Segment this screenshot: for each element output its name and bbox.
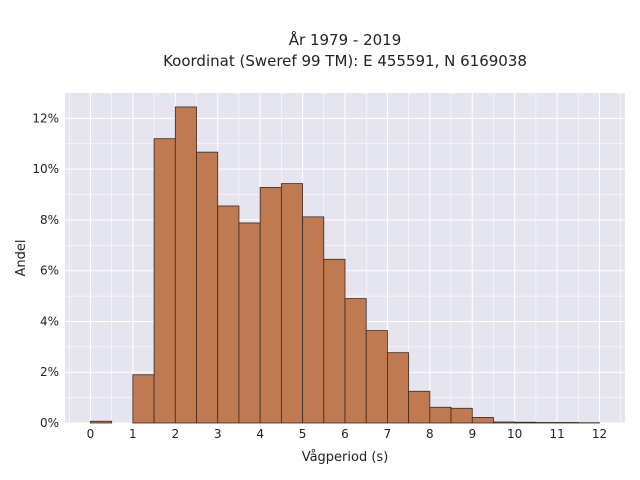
x-tick-label: 8 bbox=[426, 427, 434, 441]
histogram-bar bbox=[174, 106, 197, 424]
histogram-bar bbox=[535, 422, 558, 424]
histogram-bar bbox=[471, 417, 494, 424]
x-tick-label: 10 bbox=[507, 427, 522, 441]
y-tick-label: 0% bbox=[40, 416, 59, 430]
y-tick-label: 4% bbox=[40, 314, 59, 328]
histogram-bar bbox=[238, 222, 261, 424]
x-tick-label: 12 bbox=[592, 427, 607, 441]
bars-group bbox=[90, 106, 600, 424]
histogram-bar bbox=[259, 187, 282, 424]
y-tick-label: 6% bbox=[40, 264, 59, 278]
x-axis-ticks: 0 1 2 3 4 5 6 7 8 9 10 11 12 bbox=[87, 427, 608, 441]
histogram-bar bbox=[344, 298, 367, 424]
histogram-bar bbox=[514, 421, 537, 424]
histogram-bar bbox=[90, 420, 113, 424]
x-tick-label: 4 bbox=[256, 427, 264, 441]
histogram-bar bbox=[387, 352, 410, 424]
chart-title-line-1: År 1979 - 2019 bbox=[289, 30, 402, 49]
y-axis-ticks: 0% 2% 4% 6% 8% 10% 12% bbox=[32, 111, 59, 430]
x-tick-label: 5 bbox=[299, 427, 307, 441]
x-axis-label: Vågperiod (s) bbox=[302, 450, 389, 465]
x-tick-label: 1 bbox=[129, 427, 137, 441]
histogram-bar bbox=[217, 205, 240, 424]
histogram-bar bbox=[280, 183, 303, 424]
x-tick-label: 0 bbox=[87, 427, 95, 441]
x-tick-label: 3 bbox=[214, 427, 222, 441]
histogram-bar bbox=[323, 258, 346, 424]
x-tick-label: 6 bbox=[341, 427, 349, 441]
y-tick-label: 12% bbox=[32, 111, 59, 125]
histogram-bar bbox=[132, 374, 155, 424]
histogram-bar bbox=[429, 406, 452, 424]
histogram-bar bbox=[153, 138, 176, 424]
histogram-bar bbox=[408, 390, 431, 424]
chart-title-group: År 1979 - 2019 Koordinat (Sweref 99 TM): … bbox=[163, 30, 527, 70]
y-tick-label: 2% bbox=[40, 365, 59, 379]
histogram-bar bbox=[556, 422, 579, 424]
histogram-bar bbox=[365, 330, 388, 424]
y-tick-label: 10% bbox=[32, 162, 59, 176]
histogram-bar bbox=[196, 151, 219, 424]
x-tick-label: 9 bbox=[468, 427, 476, 441]
x-tick-label: 7 bbox=[384, 427, 392, 441]
y-tick-label: 8% bbox=[40, 213, 59, 227]
y-axis-label: Andel bbox=[14, 240, 29, 277]
histogram-bar bbox=[493, 421, 516, 424]
chart-title-line-2: Koordinat (Sweref 99 TM): E 455591, N 61… bbox=[163, 52, 527, 70]
histogram-bar bbox=[302, 216, 325, 424]
x-tick-label: 2 bbox=[171, 427, 179, 441]
x-tick-label: 11 bbox=[549, 427, 564, 441]
histogram-bar bbox=[450, 407, 473, 424]
